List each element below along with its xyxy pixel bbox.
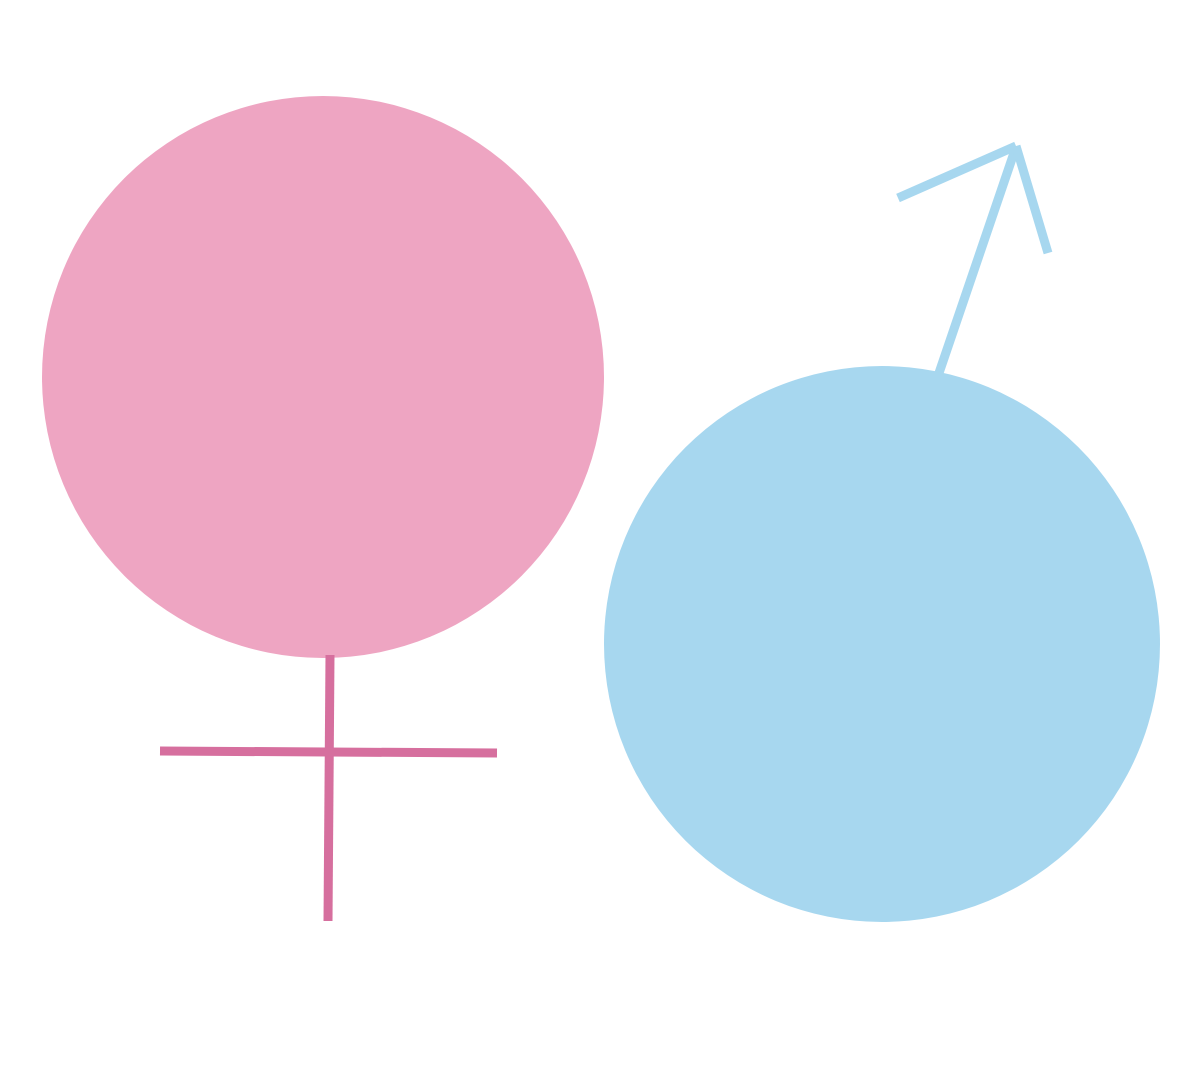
female-crossbar — [159, 746, 498, 758]
female-symbol-icon — [42, 96, 604, 922]
male-circle — [604, 366, 1160, 922]
female-circle — [42, 96, 604, 658]
male-symbol-icon — [604, 141, 1160, 922]
female-stem — [323, 654, 335, 922]
male-arrowhead-left — [896, 141, 1018, 203]
male-arrow-shaft — [934, 145, 1021, 375]
male-arrowhead-right — [1011, 144, 1053, 255]
